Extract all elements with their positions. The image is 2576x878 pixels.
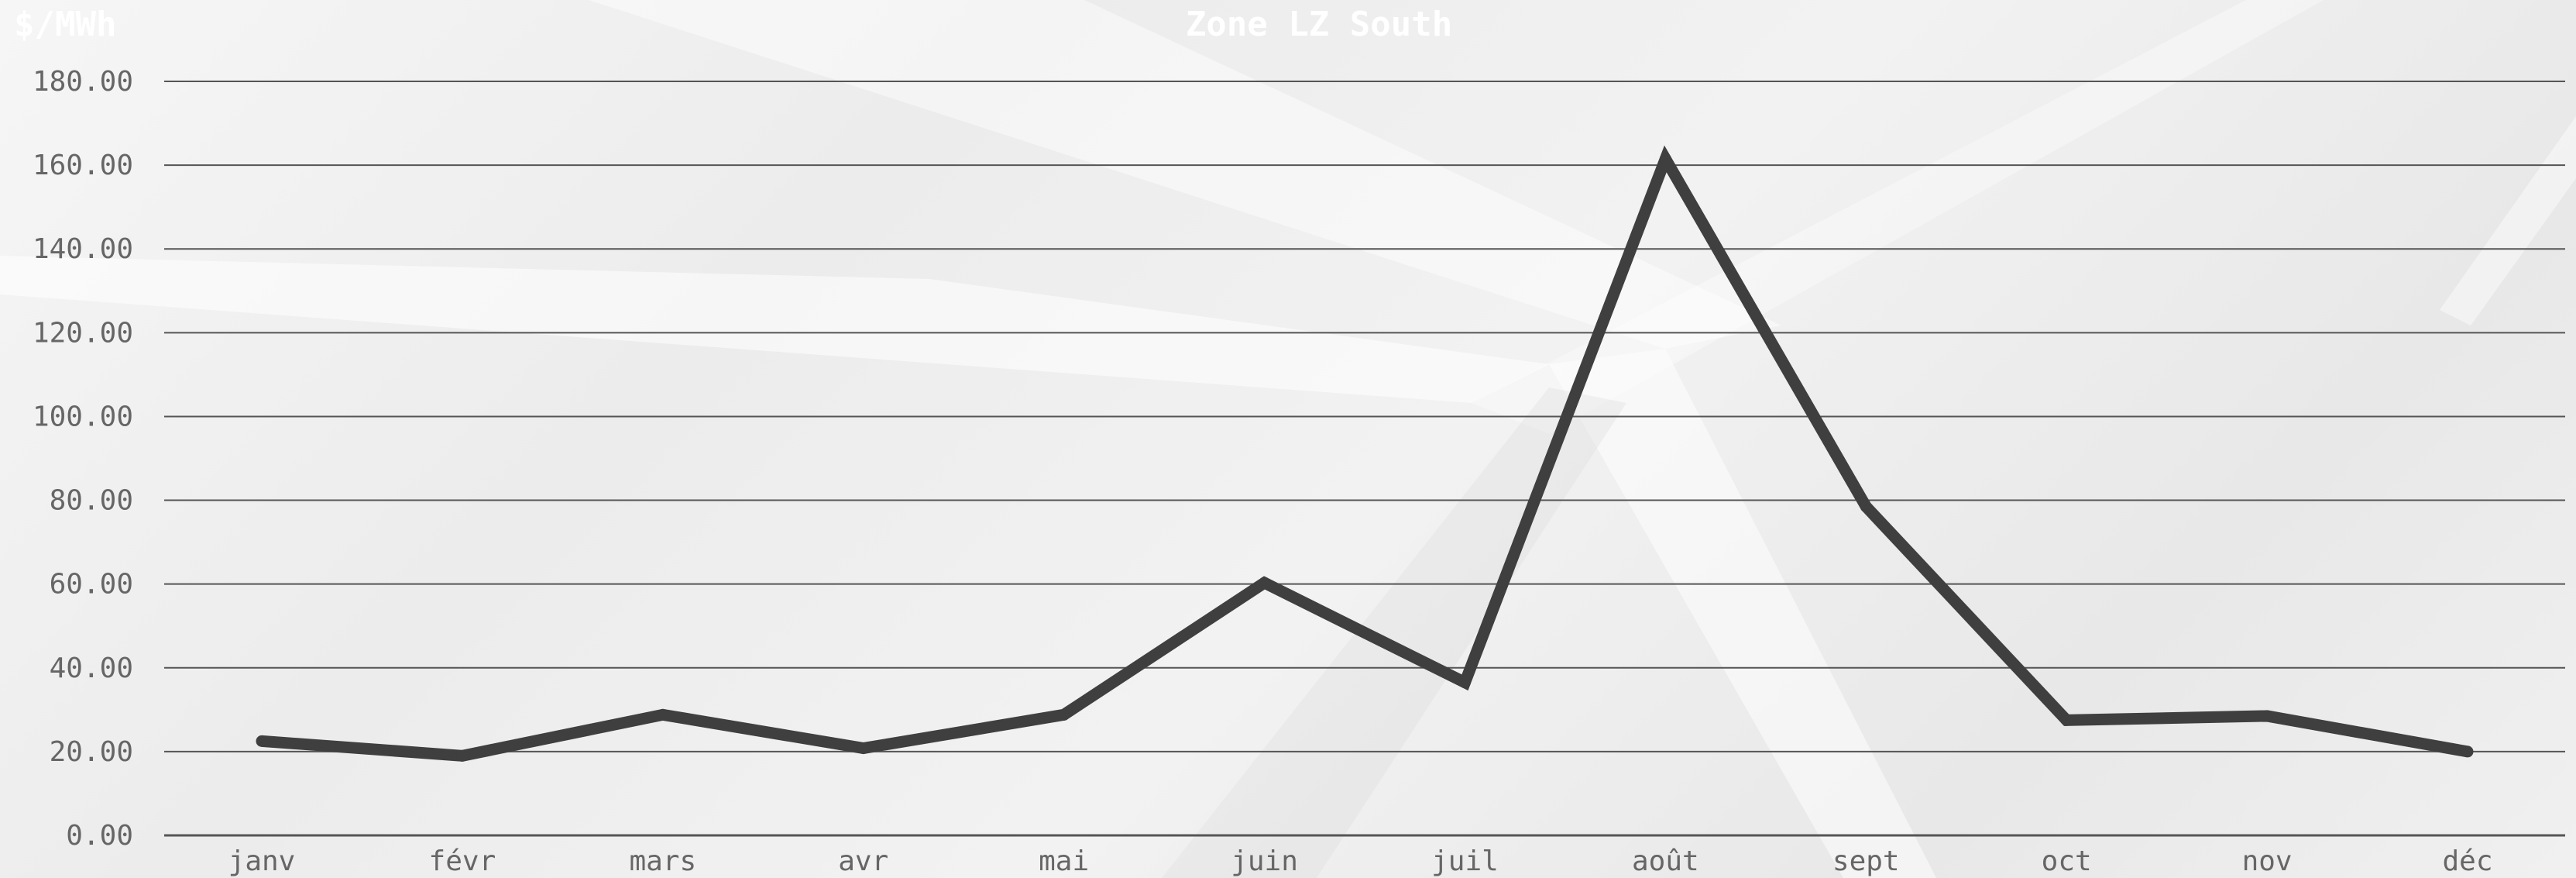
- data-point: [1058, 708, 1070, 721]
- y-tick-label: 120.00: [33, 317, 133, 349]
- x-tick-label: mars: [629, 845, 696, 877]
- x-tick-label: août: [1632, 845, 1699, 877]
- y-tick-label: 180.00: [33, 66, 133, 98]
- data-point: [857, 742, 870, 755]
- y-tick-label: 60.00: [50, 569, 133, 601]
- data-point: [1860, 501, 1872, 513]
- x-axis-ticks: janv févr mars avr mai juin juil août sept oct nov…: [228, 845, 2493, 877]
- y-tick-label: 20.00: [50, 736, 133, 768]
- data-point: [256, 735, 268, 747]
- data-point: [1458, 677, 1471, 689]
- y-axis-label: $/MWh: [14, 5, 116, 44]
- x-tick-label: juil: [1431, 845, 1499, 877]
- x-tick-label: févr: [429, 845, 496, 877]
- series-line: [261, 145, 2469, 762]
- x-tick-label: juin: [1231, 845, 1298, 877]
- data-point: [2060, 714, 2073, 726]
- x-tick-label: mai: [1039, 845, 1089, 877]
- y-tick-label: 100.00: [33, 401, 133, 432]
- x-tick-label: oct: [2042, 845, 2092, 877]
- data-point: [657, 708, 669, 721]
- y-tick-label: 40.00: [50, 652, 133, 684]
- y-axis-ticks: 0.00 20.00 40.00 60.00 80.00 100.00 120.00 140.…: [33, 66, 133, 852]
- data-point: [2461, 745, 2474, 758]
- x-tick-label: janv: [228, 845, 296, 877]
- x-tick-label: déc: [2442, 845, 2492, 877]
- data-point: [456, 749, 469, 762]
- x-tick-label: nov: [2242, 845, 2293, 877]
- series-layer: [256, 145, 2474, 762]
- chart-title: Zone LZ South: [1186, 5, 1452, 44]
- grid-lines: [164, 81, 2565, 837]
- data-point: [2261, 710, 2273, 722]
- data-point: [1659, 153, 1671, 165]
- x-tick-label: avr: [838, 845, 888, 877]
- y-tick-label: 80.00: [50, 485, 133, 517]
- x-tick-label: sept: [1832, 845, 1900, 877]
- data-point: [1259, 577, 1271, 589]
- y-tick-label: 0.00: [66, 820, 133, 852]
- y-tick-label: 160.00: [33, 150, 133, 181]
- y-tick-label: 140.00: [33, 233, 133, 265]
